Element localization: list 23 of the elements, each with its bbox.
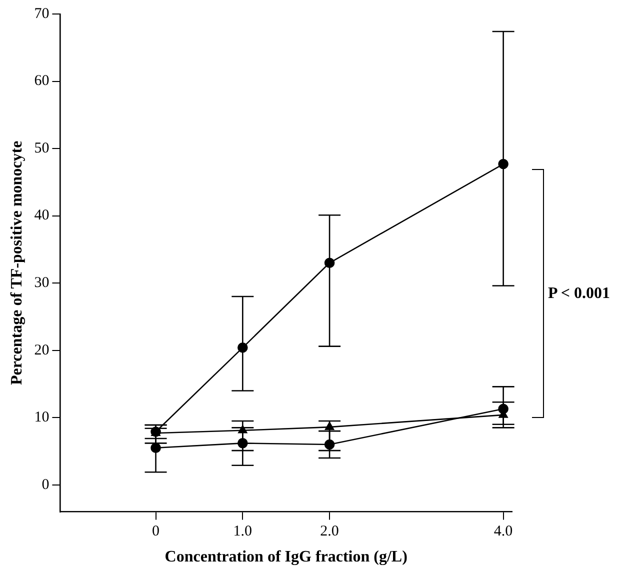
x-axis-title: Concentration of IgG fraction (g/L) [164, 548, 408, 566]
y-tick-label: 50 [34, 140, 50, 156]
y-axis-title: Percentage of TF-positive monocyte [8, 140, 26, 386]
point [238, 425, 248, 434]
y-tick-label: 0 [42, 476, 50, 493]
x-tick-label: 1.0 [233, 524, 252, 540]
point [324, 439, 335, 450]
y-tick-label: 10 [34, 410, 50, 426]
point [324, 422, 334, 430]
y-tick-label: 20 [34, 342, 50, 358]
y-tick-label: 60 [34, 73, 50, 90]
x-tick-label: 4.0 [494, 524, 513, 540]
y-tick-label: 30 [34, 275, 50, 292]
x-tick-label: 2.0 [320, 524, 339, 540]
point [150, 442, 161, 454]
x-tick-label: 0 [152, 524, 160, 540]
y-tick-label: 40 [34, 208, 50, 224]
point [498, 158, 508, 170]
point [238, 438, 248, 448]
point [238, 342, 248, 353]
point [324, 258, 335, 268]
text: P < 0.001 [548, 285, 610, 303]
y-tick-label: 70 [34, 6, 50, 22]
